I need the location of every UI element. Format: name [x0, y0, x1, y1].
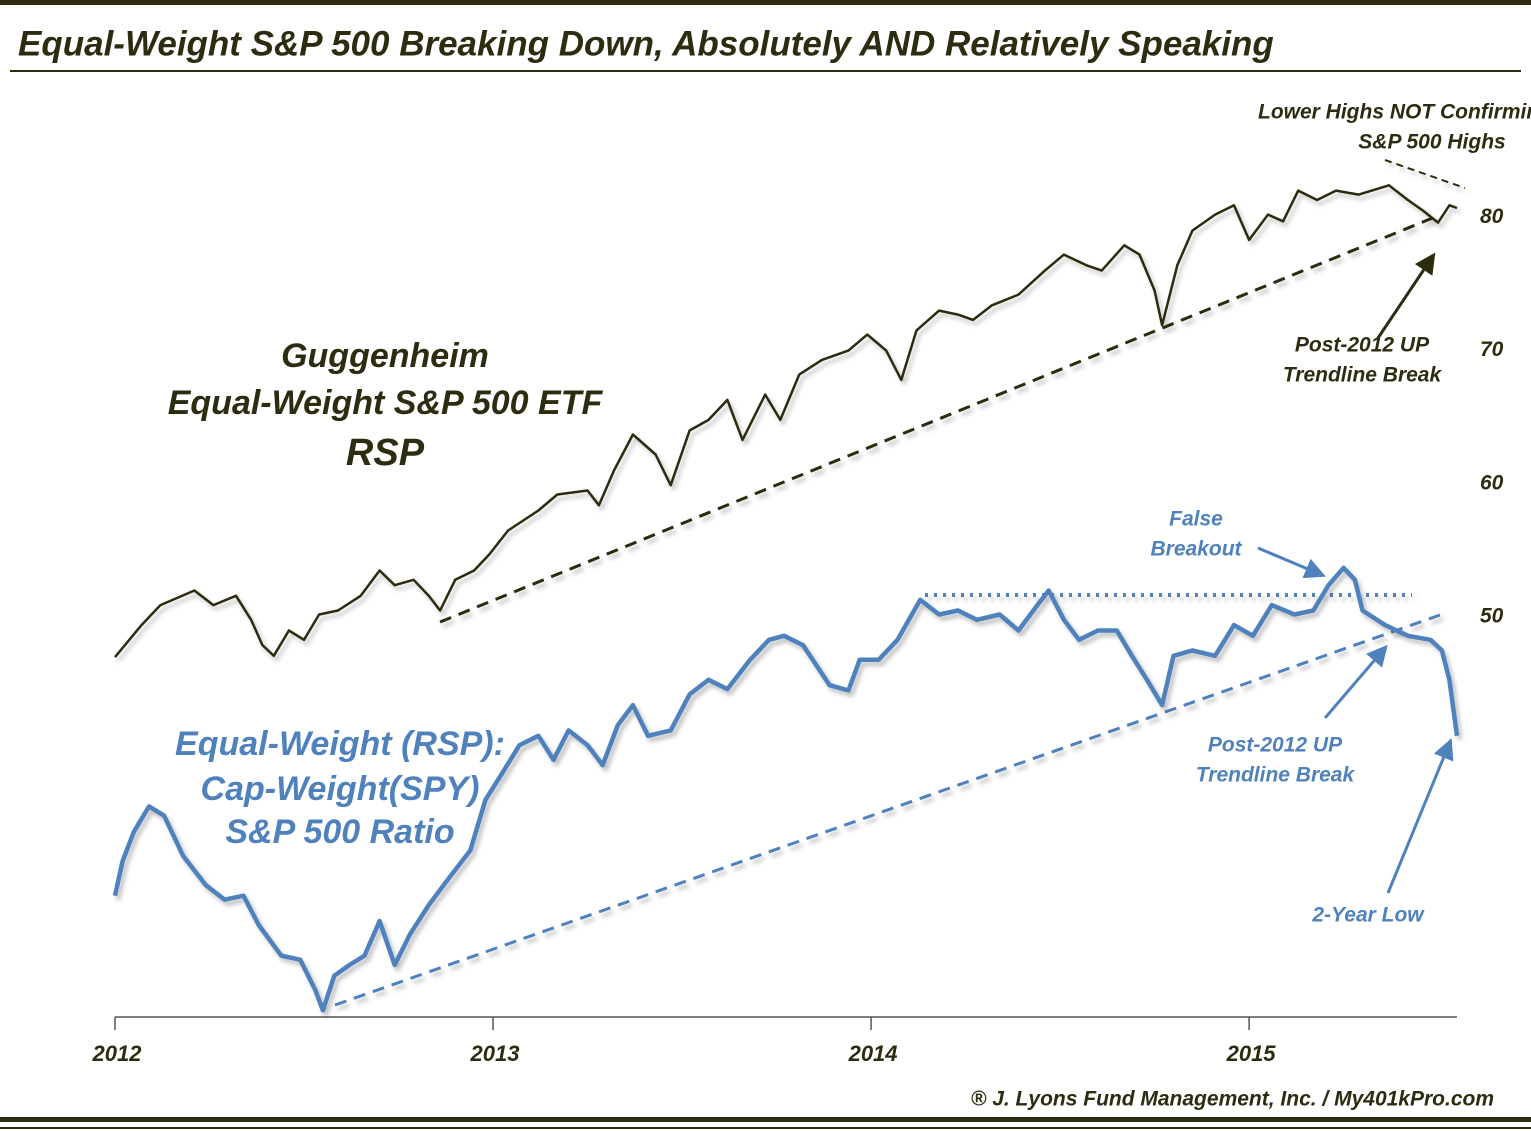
x-tick-label: 2014: [848, 1041, 898, 1066]
lower-highs-line: [1384, 159, 1466, 189]
annotation: Post-2012 UP: [1295, 334, 1430, 357]
arrow: [1386, 738, 1454, 894]
arrow: [1257, 546, 1326, 579]
annotation: Equal-Weight S&P 500 ETF: [168, 384, 604, 422]
series-line: [112, 565, 1460, 1013]
chart-title: Equal-Weight S&P 500 Breaking Down, Abso…: [18, 24, 1274, 63]
annotation: Cap-Weight(SPY): [201, 770, 480, 808]
y-tick-label: 50: [1480, 605, 1504, 628]
series-label: S&P 500 Ratio: [225, 813, 454, 851]
credit: ® J. Lyons Fund Management, Inc. / My401…: [971, 1088, 1494, 1111]
annotation: Trendline Break: [1196, 764, 1356, 787]
annotation: False: [1169, 508, 1223, 531]
bottom-border: [0, 1117, 1531, 1122]
series-line: [114, 184, 1458, 658]
annotation: Trendline Break: [1283, 364, 1443, 387]
annotation: Post-2012 UP: [1208, 734, 1343, 757]
x-tick-label: 2013: [470, 1041, 520, 1066]
annotation: Lower Highs NOT Confirming: [1258, 101, 1531, 124]
x-tick-label: 2012: [92, 1041, 143, 1066]
annotation: Breakout: [1150, 538, 1242, 561]
series-label: RSP: [346, 432, 425, 474]
ratio-trendline: [334, 613, 1441, 1007]
top-border: [0, 0, 1531, 5]
x-tick-label: 2015: [1226, 1041, 1277, 1066]
arrow: [1376, 252, 1436, 339]
arrow: [1323, 644, 1388, 719]
y-tick-label: 80: [1480, 205, 1504, 228]
annotation: S&P 500 Highs: [1358, 131, 1505, 154]
annotation: Guggenheim: [281, 337, 489, 375]
y-tick-label: 60: [1480, 471, 1504, 494]
y-tick-label: 70: [1480, 338, 1504, 361]
annotation: Equal-Weight (RSP):: [175, 725, 505, 763]
annotation: 2-Year Low: [1311, 904, 1425, 927]
trendlines: [334, 159, 1466, 1007]
